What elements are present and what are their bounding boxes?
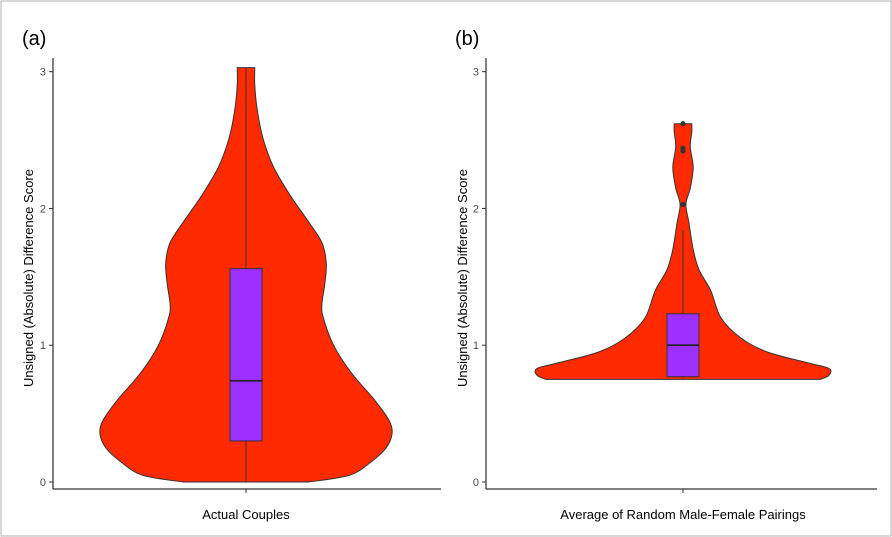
panel-b-outlier-point — [680, 121, 686, 127]
panel-b-y-tick-label: 2 — [473, 203, 479, 215]
panel-b-tag: (b) — [455, 28, 479, 50]
panel-b-outlier-point — [680, 201, 686, 207]
panel-a-box — [229, 268, 263, 442]
panel-a-y-axis-title: Unsigned (Absolute) Difference Score — [21, 169, 36, 387]
panel-a-y-tick-label: 0 — [40, 477, 46, 489]
panel-a-tag: (a) — [22, 28, 46, 50]
panel-a-y-tick-label: 3 — [40, 67, 46, 79]
panel-b-outlier-point — [680, 145, 686, 151]
panel-a-y-tick-label: 1 — [40, 340, 46, 352]
panel-b-y-axis-title: Unsigned (Absolute) Difference Score — [455, 169, 470, 387]
panel-a-y-tick-label: 2 — [40, 203, 46, 215]
panel-a-x-axis-title: Actual Couples — [202, 507, 290, 522]
panel-b-x-axis-title: Average of Random Male-Female Pairings — [560, 507, 806, 522]
panel-b-y-tick-label: 3 — [473, 67, 479, 79]
panel-b: 0 1 2 3 (b) Unsigned (Absolute) Difference Sc… — [455, 28, 877, 522]
panel-b-y-tick-label: 0 — [473, 477, 479, 489]
panel-a: 0 1 2 3 (a) Unsigned (Absolute) Difference Sc… — [21, 28, 441, 522]
panel-b-y-tick-label: 1 — [473, 340, 479, 352]
